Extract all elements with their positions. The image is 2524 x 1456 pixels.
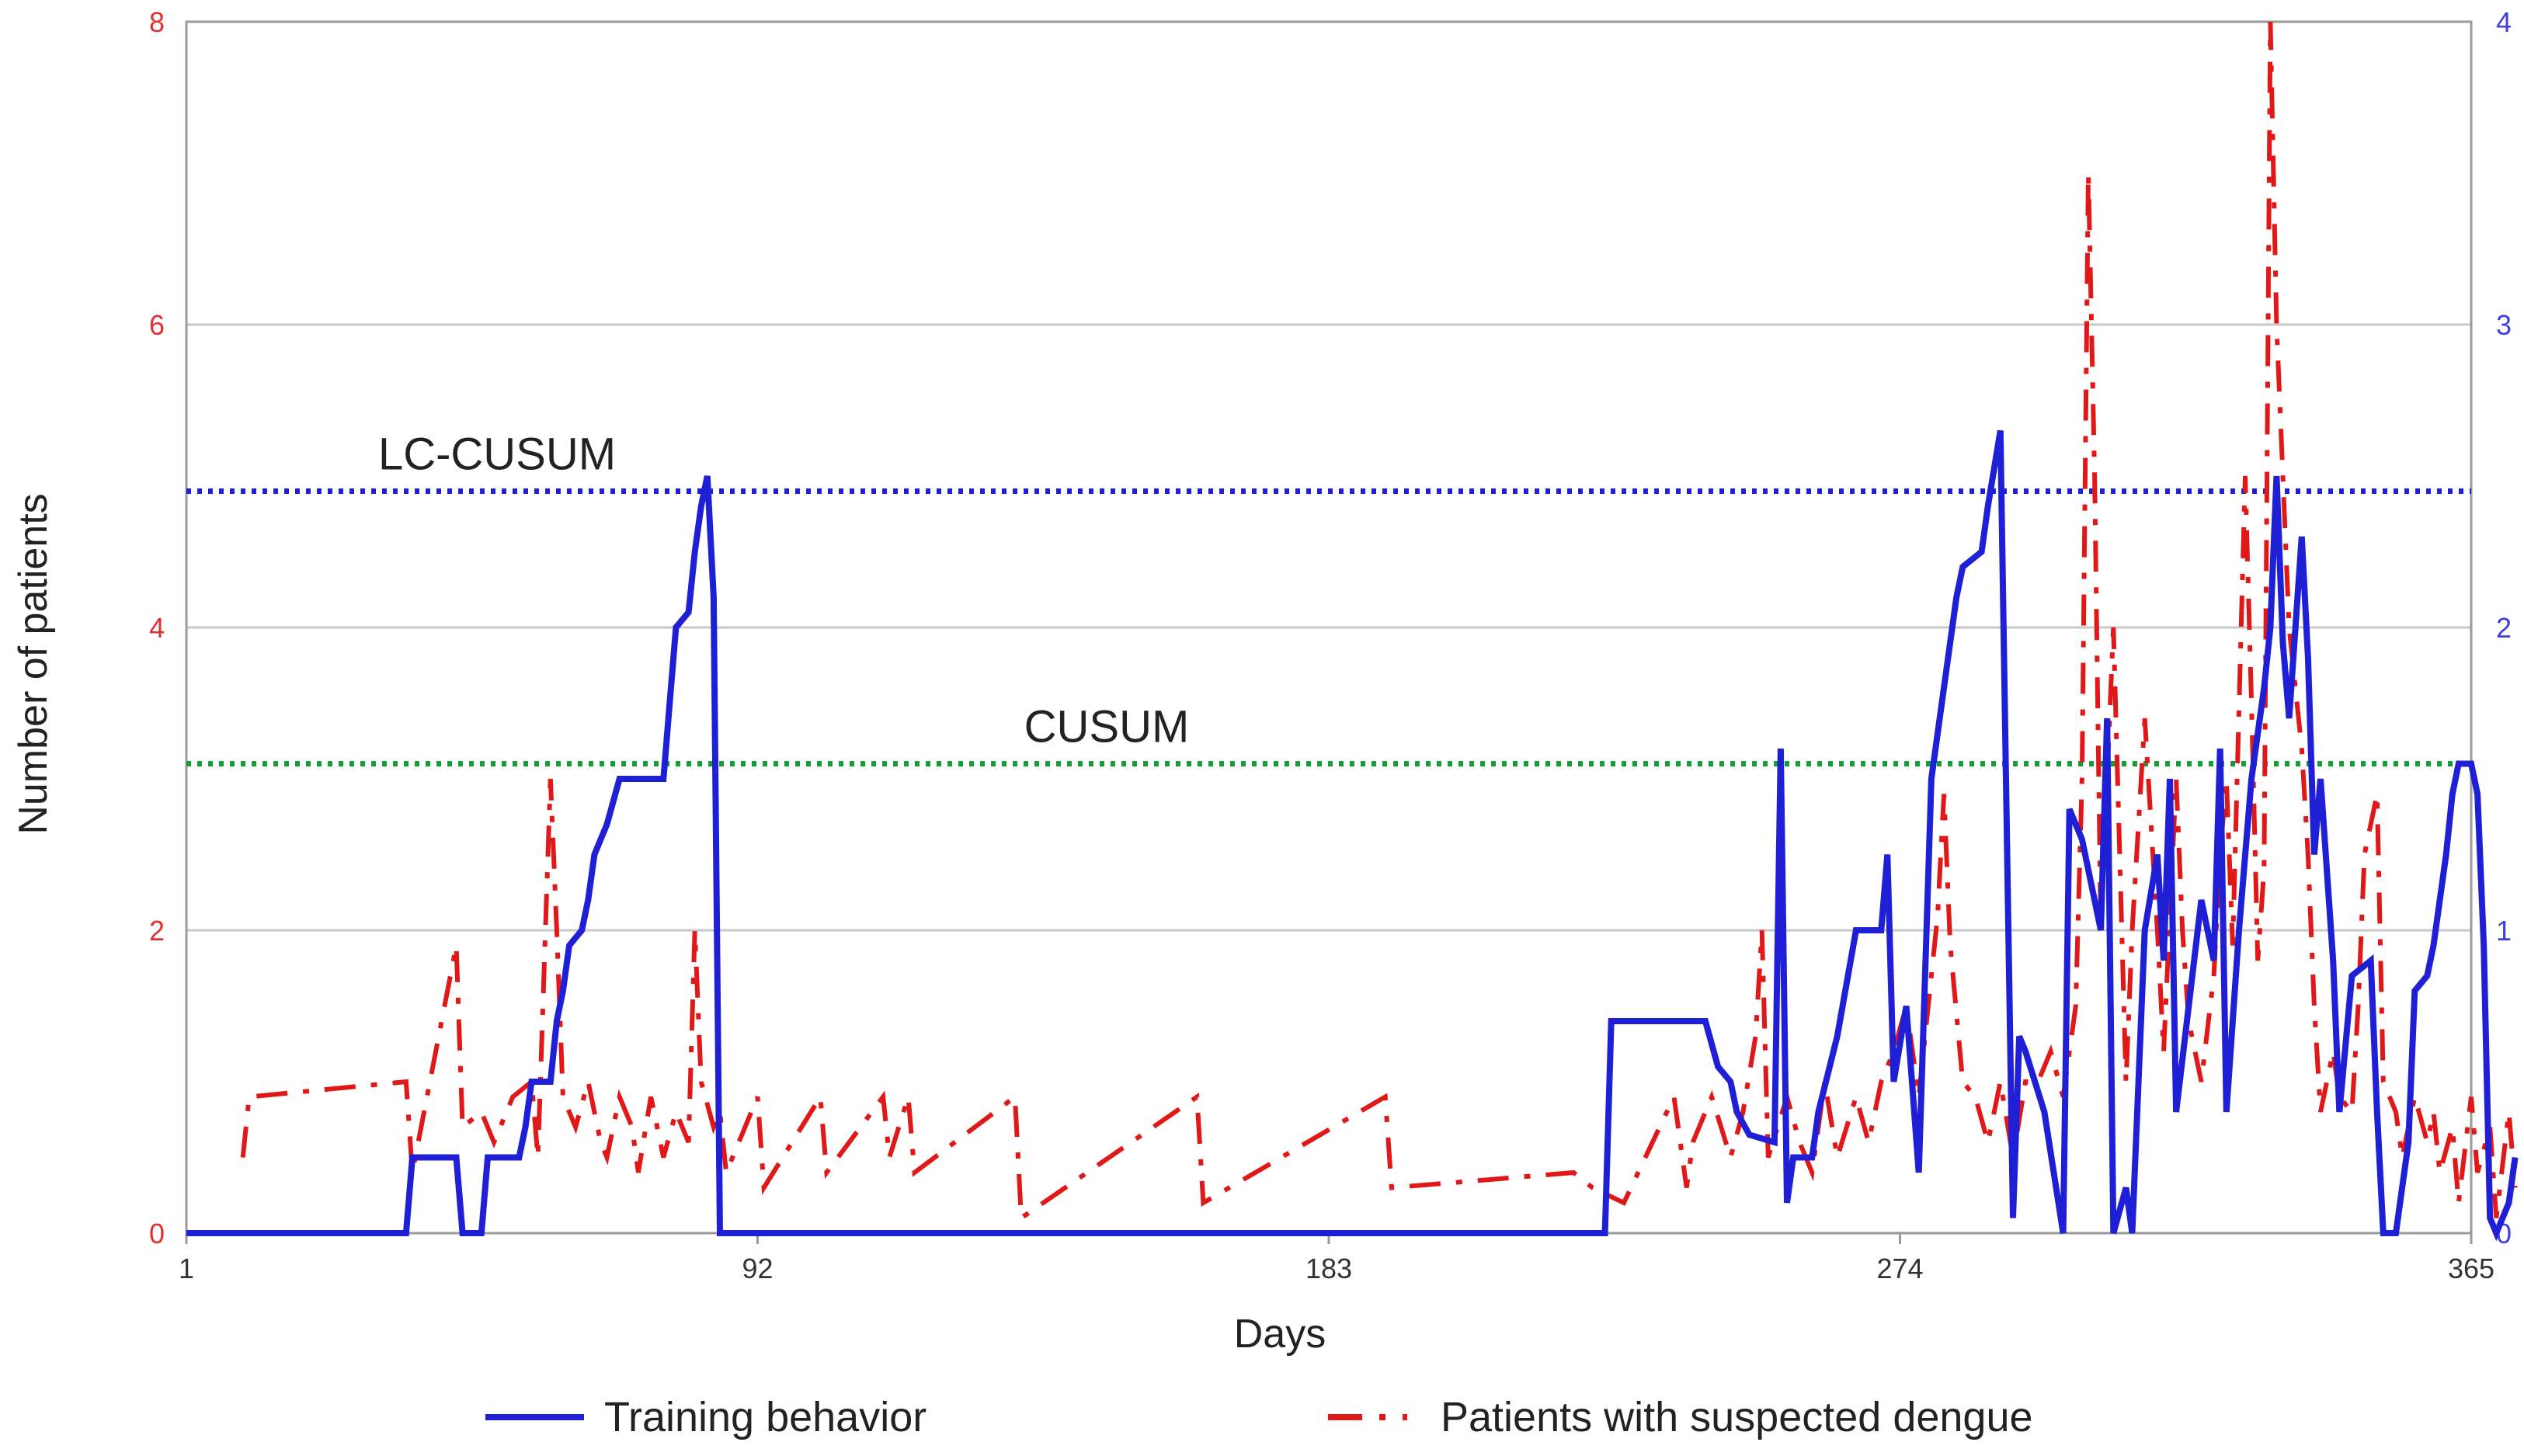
x-tick-label: 183 — [1305, 1253, 1352, 1284]
y-left-tick-label: 4 — [149, 612, 165, 644]
legend-label-dengue: Patients with suspected dengue — [1441, 1394, 2033, 1440]
y-right-tick-label: 3 — [2496, 309, 2512, 341]
x-tick-label: 365 — [2448, 1253, 2494, 1284]
x-axis-title: Days — [1234, 1312, 1326, 1357]
reference-lines: LC-CUSUM CUSUM — [186, 429, 2471, 766]
x-tick-label: 92 — [742, 1253, 773, 1284]
y-right-tick-label: 1 — [2496, 915, 2512, 947]
y-left-tick-label: 6 — [149, 309, 165, 341]
y-left-tick-label: 0 — [149, 1218, 165, 1249]
y-left-tick-label: 8 — [149, 6, 165, 38]
x-tick-label: 274 — [1876, 1253, 1923, 1284]
series-training-behavior — [186, 429, 2519, 1242]
gridlines — [186, 323, 2471, 932]
ref-label-lc-cusum: LC-CUSUM — [378, 429, 616, 480]
y-right-tick-label: 2 — [2496, 612, 2512, 644]
series-lines — [186, 21, 2519, 1242]
y-axis-title: Number of patients — [11, 493, 56, 834]
legend: Training behavior Patients with suspecte… — [485, 1394, 2033, 1440]
legend-label-training: Training behavior — [604, 1394, 927, 1440]
x-tick-label: 1 — [179, 1253, 194, 1284]
y-right-tick-label: 4 — [2496, 6, 2512, 38]
y-left-tick-label: 2 — [149, 915, 165, 947]
ref-label-cusum: CUSUM — [1024, 702, 1190, 752]
